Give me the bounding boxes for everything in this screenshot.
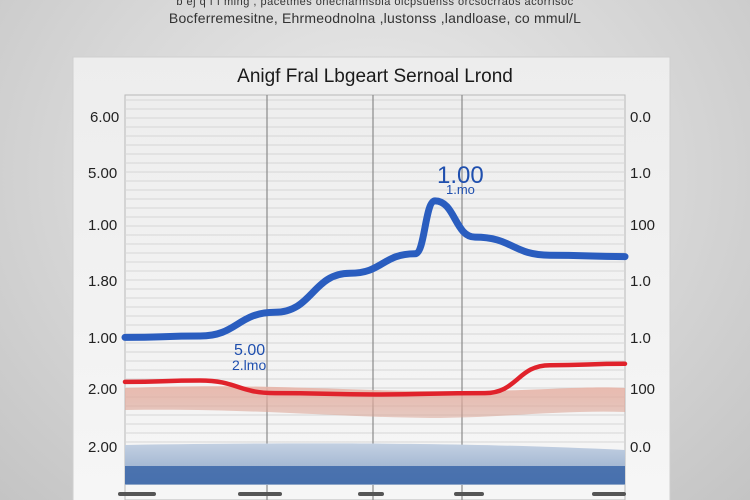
y-tick-right: 1.0	[630, 330, 651, 347]
y-tick-left: 2.00	[88, 439, 117, 456]
chart-panel	[72, 56, 671, 500]
header-line-2: Bocferremesitne, Ehrmeodnolna ,lustonss …	[168, 10, 582, 26]
x-tick-fragment	[238, 492, 282, 496]
annotation-left-unit: 2.lmo	[232, 357, 266, 373]
y-tick-left: 2.00	[88, 381, 117, 398]
y-tick-left: 1.00	[88, 217, 117, 234]
x-tick-fragment	[454, 492, 484, 496]
y-tick-right: 100	[630, 381, 655, 398]
left-axis: 6.00 5.00 1.00 1.80 1.00 2.00 2.00	[88, 109, 119, 456]
annotation-peak-value: 1.00	[437, 162, 484, 189]
annotation-peak-unit: 1.mo	[446, 182, 475, 197]
y-tick-left: 1.00	[88, 330, 117, 347]
annotation-left-value: 5.00	[234, 342, 265, 359]
y-tick-right: 100	[630, 217, 655, 234]
chart-title: Anigf Fral Lbgeart Sernoal Lrond	[237, 66, 513, 87]
header-line-1: b ej q f f ming , pacetmes onecnarmsbia …	[176, 0, 574, 8]
right-axis: 0.0 1.0 100 1.0 1.0 100 0.0	[630, 109, 655, 456]
y-tick-right: 0.0	[630, 439, 651, 456]
annotation-left: 5.00 2.lmo	[232, 342, 266, 373]
series-line-blue	[121, 197, 629, 341]
y-tick-left: 5.00	[88, 165, 117, 182]
y-tick-right: 1.0	[630, 165, 651, 182]
blue-band-base	[125, 466, 625, 484]
x-tick-fragment	[358, 492, 384, 496]
x-tick-fragment	[592, 492, 626, 496]
red-band	[125, 386, 625, 418]
y-tick-left: 1.80	[88, 273, 117, 290]
x-axis-fragments	[118, 492, 626, 496]
x-tick-fragment	[118, 492, 156, 496]
annotation-peak: 1.00 1.mo	[437, 162, 484, 197]
y-tick-right: 1.0	[630, 273, 651, 290]
series-line-red	[122, 361, 628, 397]
y-tick-right: 0.0	[630, 109, 651, 126]
y-tick-left: 6.00	[90, 109, 119, 126]
vertical-gridlines	[266, 95, 463, 500]
